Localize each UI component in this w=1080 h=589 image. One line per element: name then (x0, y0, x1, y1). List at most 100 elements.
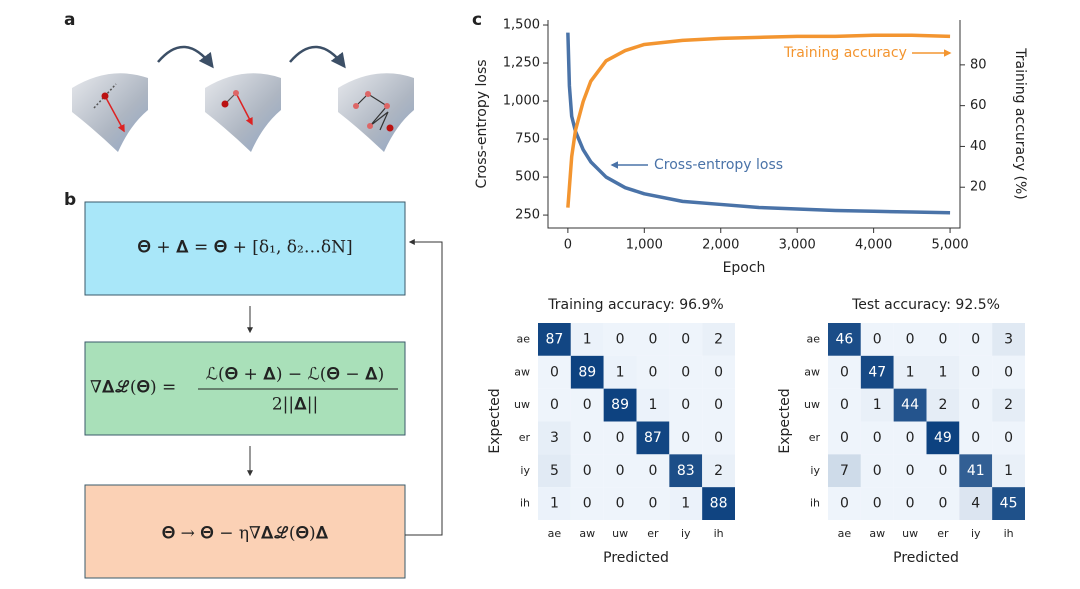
heatmap-cell (860, 487, 894, 520)
heatmap-cell (702, 454, 735, 488)
equation: ℒ(𝚯 + 𝚫) − ℒ(𝚯 − 𝚫) (206, 365, 385, 385)
cell-label: 0 (616, 430, 625, 446)
cell-label: 0 (971, 331, 980, 347)
cell-label: 1 (906, 364, 915, 380)
x-tick-label: er (937, 527, 949, 540)
x-tick-label: ae (548, 527, 562, 540)
cell-label: 0 (938, 331, 947, 347)
cell-label: 0 (971, 430, 980, 446)
cell-label: 0 (971, 364, 980, 380)
y2-tick-label: 40 (970, 139, 987, 154)
cell-label: 1 (1004, 463, 1013, 479)
step-box (84, 201, 406, 296)
y-tick-label: 250 (515, 208, 540, 223)
heatmap-cell (992, 388, 1025, 422)
equation: ∇𝚫ℒ(𝚯) = (90, 378, 176, 398)
x-axis-label: Epoch (723, 260, 766, 276)
series-annotation: Training accuracy (783, 45, 907, 61)
y-tick-label: uw (514, 398, 530, 411)
heatmap-cell (538, 323, 571, 356)
heatmap-cell (992, 355, 1025, 389)
heatmap-cell (893, 323, 927, 356)
cell-label: 0 (840, 397, 849, 413)
heatmap-cell (636, 323, 670, 356)
heatmap-cell (669, 454, 703, 488)
heatmap-cell (603, 388, 637, 422)
y-tick-label: ae (806, 332, 820, 345)
cell-label: 5 (550, 463, 559, 479)
cell-label: 0 (906, 430, 915, 446)
heatmap-cell (603, 487, 637, 520)
heatmap-cell (860, 421, 894, 455)
cell-label: 7 (840, 463, 849, 479)
heatmap-cell (959, 487, 993, 520)
x-tick-label: 4,000 (855, 238, 892, 253)
y-tick-label: aw (804, 365, 820, 378)
cell-label: 0 (714, 397, 723, 413)
y-axis-label: Cross-entropy loss (474, 59, 490, 188)
heatmap-cell (926, 454, 960, 488)
cell-label: 0 (681, 331, 690, 347)
cell-label: 49 (934, 430, 952, 446)
cell-label: 1 (648, 397, 657, 413)
heatmap-cell (636, 454, 670, 488)
cell-label: 3 (1004, 331, 1013, 347)
heatmap-cell (538, 421, 571, 455)
cell-label: 0 (616, 496, 625, 512)
heatmap-cell (860, 323, 894, 356)
heatmap-cell (603, 454, 637, 488)
heatmap-cell (570, 454, 604, 488)
heatmap-cell (636, 421, 670, 455)
cell-label: 89 (578, 364, 596, 380)
heatmap-cell (926, 323, 960, 356)
heatmap-cell (828, 323, 861, 356)
cell-label: 0 (873, 430, 882, 446)
heatmap-cell (570, 323, 604, 356)
x-tick-label: uw (902, 527, 918, 540)
cell-label: 0 (714, 364, 723, 380)
cell-label: 0 (616, 331, 625, 347)
cell-label: 0 (840, 430, 849, 446)
heatmap-cell (603, 355, 637, 389)
heatmap-cell (926, 355, 960, 389)
cell-label: 0 (938, 496, 947, 512)
cell-label: 0 (840, 496, 849, 512)
heatmap-cell (893, 355, 927, 389)
heatmap-cell (992, 487, 1025, 520)
step-box (84, 484, 406, 579)
heatmap-title: Training accuracy: 96.9% (547, 297, 723, 313)
heatmap-cell (669, 388, 703, 422)
x-axis-label: Predicted (893, 550, 959, 566)
x-tick-label: iy (971, 527, 981, 540)
heatmap-cell (828, 355, 861, 389)
cell-label: 87 (546, 331, 564, 347)
x-tick-label: ih (714, 527, 724, 540)
cell-label: 0 (681, 397, 690, 413)
cell-label: 41 (967, 463, 985, 479)
cell-label: 45 (1000, 496, 1018, 512)
cell-label: 0 (648, 496, 657, 512)
heatmap-cell (959, 355, 993, 389)
cell-label: 2 (714, 463, 723, 479)
cell-label: 0 (583, 397, 592, 413)
heatmap-cell (702, 355, 735, 389)
cell-label: 87 (644, 430, 662, 446)
cell-label: 44 (901, 397, 919, 413)
cell-label: 0 (616, 463, 625, 479)
heatmap-cell (669, 355, 703, 389)
cell-label: 2 (714, 331, 723, 347)
y-axis-label: Expected (487, 388, 503, 453)
cell-label: 46 (836, 331, 854, 347)
heatmap-cell (603, 323, 637, 356)
cell-label: 0 (583, 496, 592, 512)
panel-label: c (472, 10, 482, 30)
heatmap-cell (669, 487, 703, 520)
y-tick-label: aw (514, 365, 530, 378)
heatmap-cell (860, 454, 894, 488)
cell-label: 0 (681, 430, 690, 446)
cell-label: 0 (550, 397, 559, 413)
cell-label: 0 (681, 364, 690, 380)
heatmap-cell (828, 487, 861, 520)
heatmap-cell (570, 388, 604, 422)
cell-label: 0 (906, 331, 915, 347)
